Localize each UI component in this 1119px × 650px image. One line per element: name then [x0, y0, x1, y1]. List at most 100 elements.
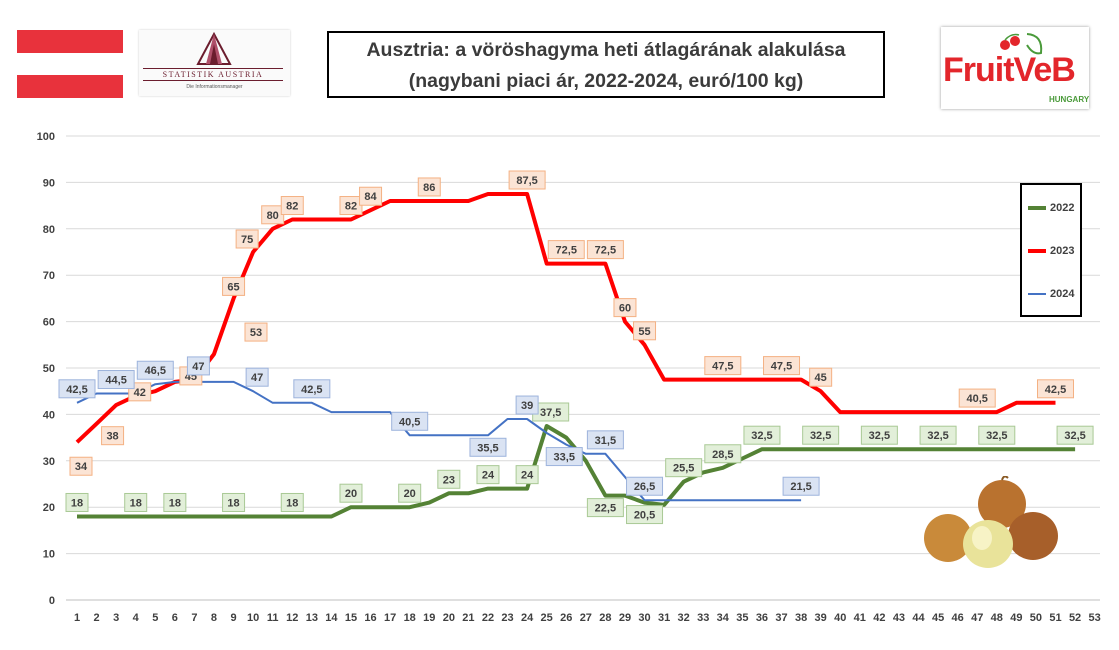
y-tick-label: 70	[43, 270, 55, 282]
legend-label-2023: 2023	[1050, 245, 1075, 257]
x-tick-label: 33	[697, 612, 709, 624]
svg-text:82: 82	[345, 201, 357, 213]
svg-text:20,5: 20,5	[634, 510, 655, 522]
data-label-2023: 53	[244, 322, 268, 342]
x-tick-label: 9	[230, 612, 236, 624]
x-tick-label: 17	[384, 612, 396, 624]
x-tick-label: 35	[736, 612, 748, 624]
x-tick-label: 39	[815, 612, 827, 624]
fruitveb-name: FruitVeB	[943, 51, 1076, 89]
x-axis-ticks: 1 2 3 4 5 6 7 8 9 10 11 12 13 14 15 16 17 18 19 20 21 22 23 24 2…	[74, 612, 1101, 624]
data-label-2022: 24	[515, 465, 539, 485]
data-label-2023: 72,5	[547, 240, 585, 260]
cherry-leaf-icon	[1000, 33, 1043, 55]
data-label-2022: 32,5	[743, 425, 781, 445]
x-tick-label: 4	[133, 612, 140, 624]
x-tick-label: 45	[932, 612, 944, 624]
svg-text:82: 82	[286, 201, 298, 213]
svg-text:86: 86	[423, 182, 435, 194]
svg-text:32,5: 32,5	[869, 430, 890, 442]
data-label-2024: 44,5	[97, 370, 135, 390]
svg-text:32,5: 32,5	[927, 430, 948, 442]
svg-text:42,5: 42,5	[66, 384, 87, 396]
x-tick-label: 49	[1010, 612, 1022, 624]
svg-text:53: 53	[250, 327, 262, 339]
x-tick-label: 50	[1030, 612, 1042, 624]
x-tick-label: 48	[991, 612, 1003, 624]
svg-text:46,5: 46,5	[145, 365, 166, 377]
x-tick-label: 14	[325, 612, 338, 624]
svg-text:87,5: 87,5	[516, 175, 537, 187]
x-tick-label: 34	[717, 612, 730, 624]
data-label-2024: 47	[245, 367, 269, 387]
data-label-2024: 46,5	[136, 360, 174, 380]
svg-text:32,5: 32,5	[751, 430, 772, 442]
svg-text:44,5: 44,5	[105, 375, 126, 387]
x-tick-label: 21	[462, 612, 474, 624]
x-tick-label: 29	[619, 612, 631, 624]
svg-text:47: 47	[251, 372, 263, 384]
grid-lines	[66, 135, 1100, 601]
svg-text:23: 23	[443, 474, 455, 486]
x-tick-label: 53	[1089, 612, 1101, 624]
svg-text:32,5: 32,5	[1064, 430, 1085, 442]
data-label-2022: 25,5	[665, 458, 703, 478]
x-tick-label: 12	[286, 612, 298, 624]
svg-text:72,5: 72,5	[556, 245, 577, 257]
svg-text:33,5: 33,5	[554, 452, 575, 464]
data-label-2024: 47	[186, 356, 210, 376]
onion-picture-icon	[924, 476, 1058, 568]
svg-text:37,5: 37,5	[540, 407, 561, 419]
data-label-2023: 38	[101, 426, 125, 446]
svg-text:21,5: 21,5	[790, 481, 811, 493]
data-label-2023: 34	[69, 456, 93, 476]
x-tick-label: 43	[893, 612, 905, 624]
x-tick-label: 38	[795, 612, 807, 624]
x-tick-label: 51	[1049, 612, 1061, 624]
svg-text:18: 18	[286, 497, 298, 509]
x-tick-label: 7	[191, 612, 197, 624]
svg-text:25,5: 25,5	[673, 463, 694, 475]
y-tick-label: 80	[43, 224, 55, 236]
x-tick-label: 6	[172, 612, 178, 624]
svg-text:35,5: 35,5	[477, 442, 498, 454]
x-tick-label: 13	[306, 612, 318, 624]
data-label-2023: 86	[417, 177, 441, 197]
data-label-2022: 23	[437, 469, 461, 489]
svg-text:47,5: 47,5	[771, 361, 792, 373]
data-label-2023: 42,5	[1037, 379, 1074, 399]
data-label-2022: 32,5	[802, 425, 840, 445]
data-label-2022: 20,5	[626, 505, 664, 525]
data-label-2024: 35,5	[469, 437, 507, 457]
data-label-2022: 18	[280, 492, 304, 512]
svg-text:31,5: 31,5	[595, 435, 616, 447]
data-label-2022: 32,5	[978, 425, 1016, 445]
data-label-2023: 82	[280, 196, 304, 216]
x-tick-label: 5	[152, 612, 158, 624]
data-label-2022: 18	[124, 492, 148, 512]
data-label-2022: 32,5	[919, 425, 957, 445]
legend-swatch-2024	[1028, 293, 1046, 295]
austria-flag-icon	[17, 30, 123, 98]
x-tick-label: 16	[364, 612, 376, 624]
svg-text:42: 42	[134, 387, 146, 399]
y-tick-label: 100	[37, 131, 55, 143]
y-tick-label: 0	[49, 595, 55, 607]
x-tick-label: 19	[423, 612, 435, 624]
svg-text:26,5: 26,5	[634, 481, 655, 493]
y-tick-label: 40	[43, 409, 55, 421]
svg-text:28,5: 28,5	[712, 449, 733, 461]
statistik-austria-subtitle: Die Informationsmanager	[186, 84, 243, 90]
x-tick-label: 41	[854, 612, 866, 624]
legend-item-2023: 2023	[1028, 245, 1074, 257]
x-tick-label: 32	[678, 612, 690, 624]
statistik-austria-logo: STATISTIK AUSTRIA Die Informationsmanage…	[139, 30, 290, 96]
data-label-2022: 18	[163, 492, 187, 512]
x-tick-label: 20	[443, 612, 455, 624]
data-label-2024: 21,5	[782, 476, 820, 496]
title-line-1: Ausztria: a vöröshagyma heti átlagárának…	[366, 39, 846, 61]
data-label-2023: 47,5	[763, 356, 801, 376]
svg-text:42,5: 42,5	[1045, 384, 1066, 396]
x-tick-label: 23	[501, 612, 513, 624]
